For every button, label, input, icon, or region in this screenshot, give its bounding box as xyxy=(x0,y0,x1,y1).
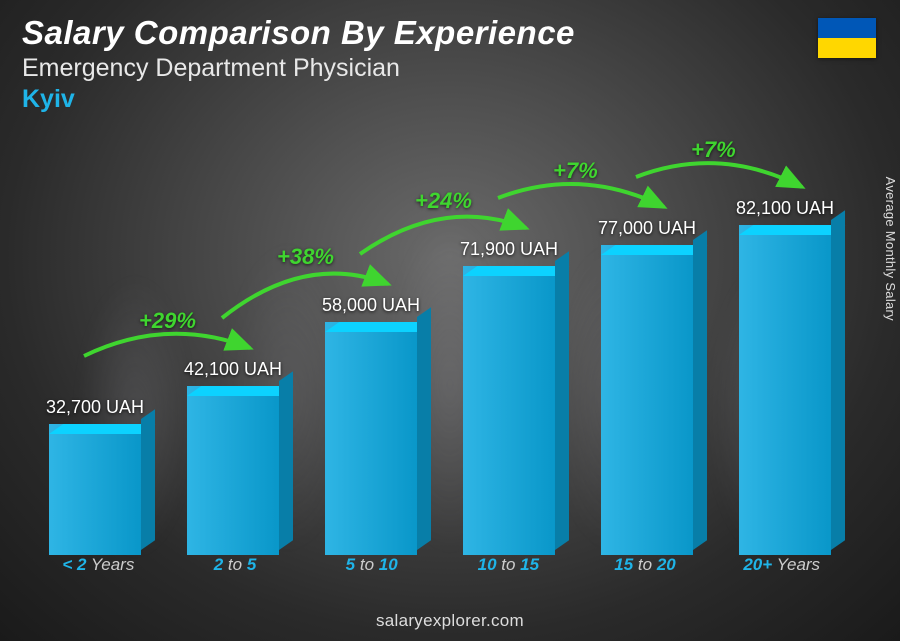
bar-value-label: 42,100 UAH xyxy=(184,359,282,380)
x-axis-label: < 2 Years xyxy=(30,555,167,583)
increment-label: +7% xyxy=(691,137,736,163)
bar-front-face xyxy=(325,322,417,555)
x-axis-label: 10 to 15 xyxy=(440,555,577,583)
bar-slot: 32,700 UAH xyxy=(30,397,160,555)
bar-chart: 32,700 UAH 42,100 UAH 58,000 UAH 71,900 UAH… xyxy=(30,150,850,583)
bar-value-label: 71,900 UAH xyxy=(460,239,558,260)
bar-top-face xyxy=(601,245,707,255)
x-axis-label: 2 to 5 xyxy=(167,555,304,583)
increment-label: +24% xyxy=(415,188,472,214)
bar xyxy=(463,266,555,555)
bar-slot: 58,000 UAH xyxy=(306,295,436,555)
bar-value-label: 58,000 UAH xyxy=(322,295,420,316)
chart-title: Salary Comparison By Experience xyxy=(22,14,878,52)
bar-top-face xyxy=(463,266,569,276)
bar xyxy=(739,225,831,555)
flag-bottom-stripe xyxy=(818,38,876,58)
bar xyxy=(325,322,417,555)
bar-side-face xyxy=(555,251,569,550)
x-axis: < 2 Years2 to 55 to 1010 to 1515 to 2020… xyxy=(30,555,850,583)
bar-slot: 77,000 UAH xyxy=(582,218,712,555)
chart-location: Kyiv xyxy=(22,85,878,114)
bar-side-face xyxy=(141,409,155,550)
bar-value-label: 77,000 UAH xyxy=(598,218,696,239)
bar-front-face xyxy=(739,225,831,555)
bar-top-face xyxy=(187,386,293,396)
bar-side-face xyxy=(279,371,293,550)
bar xyxy=(49,424,141,555)
bar-front-face xyxy=(601,245,693,555)
bar-front-face xyxy=(49,424,141,555)
bar-side-face xyxy=(417,307,431,550)
increment-label: +29% xyxy=(139,308,196,334)
ukraine-flag-icon xyxy=(818,18,876,58)
x-axis-label: 20+ Years xyxy=(713,555,850,583)
bar-top-face xyxy=(49,424,155,434)
x-axis-label: 15 to 20 xyxy=(577,555,714,583)
bar-front-face xyxy=(463,266,555,555)
bar-side-face xyxy=(693,230,707,550)
footer-attribution: salaryexplorer.com xyxy=(0,611,900,631)
bar-side-face xyxy=(831,210,845,550)
y-axis-label: Average Monthly Salary xyxy=(883,176,898,320)
bar-slot: 82,100 UAH xyxy=(720,198,850,555)
chart-subtitle: Emergency Department Physician xyxy=(22,54,878,83)
bar xyxy=(601,245,693,555)
increment-label: +7% xyxy=(553,158,598,184)
bar xyxy=(187,386,279,555)
bar-value-label: 32,700 UAH xyxy=(46,397,144,418)
bar-top-face xyxy=(325,322,431,332)
flag-top-stripe xyxy=(818,18,876,38)
bar-slot: 42,100 UAH xyxy=(168,359,298,555)
x-axis-label: 5 to 10 xyxy=(303,555,440,583)
bar-front-face xyxy=(187,386,279,555)
bar-value-label: 82,100 UAH xyxy=(736,198,834,219)
increment-label: +38% xyxy=(277,244,334,270)
bar-slot: 71,900 UAH xyxy=(444,239,574,555)
bar-top-face xyxy=(739,225,845,235)
header: Salary Comparison By Experience Emergenc… xyxy=(22,14,878,114)
